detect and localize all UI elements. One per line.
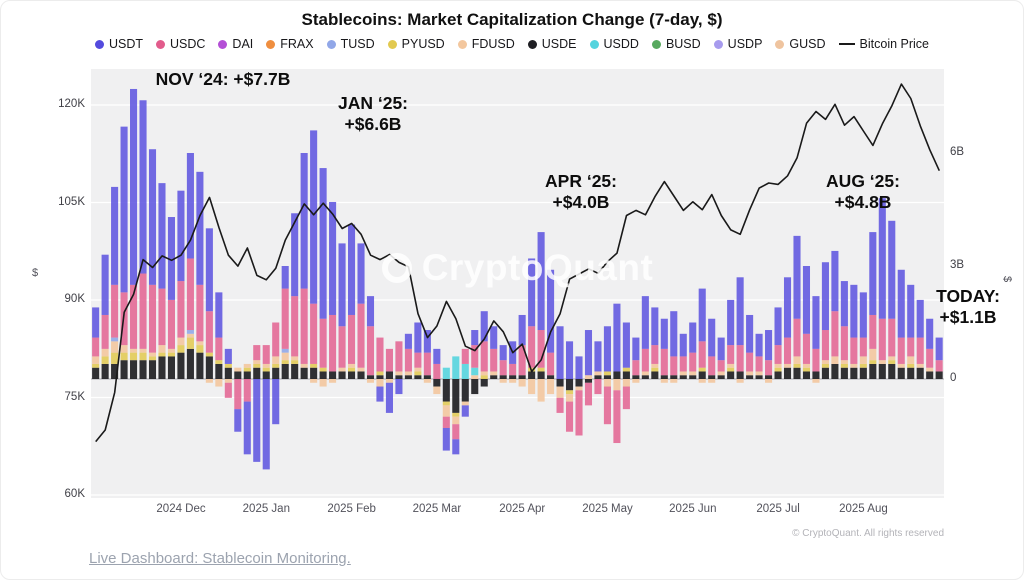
annotation-nov24: NOV ‘24: +$7.7B (156, 69, 291, 90)
x-axis-tick: 2024 Dec (156, 503, 206, 515)
legend-label: USDC (170, 37, 206, 51)
x-axis-tick: 2025 Aug (839, 503, 888, 515)
legend-label: USDT (108, 37, 143, 51)
y-axis-tick-left: 105K (58, 195, 85, 208)
dot-swatch-icon (387, 39, 397, 49)
dot-swatch-icon (218, 39, 228, 49)
legend-label: USDP (727, 37, 763, 51)
annotation-line: AUG ‘25: (826, 171, 900, 191)
x-axis-tick: 2025 Apr (499, 503, 546, 515)
dot-swatch-icon (527, 39, 537, 49)
dot-swatch-icon (156, 39, 165, 49)
y-axis-tick-left: 120K (58, 98, 85, 110)
dot-swatch-icon (651, 39, 661, 49)
dot-swatch-icon (94, 39, 104, 49)
chart-title: Stablecoins: Market Capitalization Chang… (301, 10, 723, 29)
x-axis-tick: 2025 Jul (756, 503, 800, 515)
annotation-line: APR ‘25: (545, 171, 617, 191)
annotation-line: JAN ‘25: (337, 93, 409, 113)
copyright: © CryptoQuant. All rights reserved (792, 528, 944, 539)
x-axis-tick: 2025 Mar (412, 503, 462, 515)
chart-canvas (91, 83, 944, 496)
dot-swatch-icon (266, 39, 276, 49)
live-dashboard-link[interactable]: Live Dashboard: Stablecoin Monitoring. (89, 550, 351, 567)
legend-item-dai[interactable]: DAI (218, 37, 253, 51)
legend-item-usdd[interactable]: USDD (589, 37, 639, 51)
y-axis-tick-left: 60K (64, 488, 85, 500)
annotation-line: +$4.0B (552, 192, 610, 212)
x-axis-tick: 2025 Jan (242, 503, 290, 515)
dot-swatch-icon (775, 39, 785, 49)
annotation-jan25: JAN ‘25: +$6.6B (338, 93, 408, 135)
legend-label: DAI (232, 37, 254, 51)
y-axis-tick-left: 90K (64, 293, 85, 305)
dot-swatch-icon (589, 39, 599, 49)
legend-item-bitcoin-price[interactable]: Bitcoin Price (838, 37, 930, 51)
dot-swatch-icon (713, 39, 723, 49)
legend-label: FDUSD (471, 37, 515, 51)
y-axis-tick-right: 0 (950, 372, 957, 384)
y-axis-tick-right: 6B (950, 146, 965, 158)
dot-swatch-icon (457, 39, 467, 49)
legend-item-tusd[interactable]: TUSD (326, 37, 375, 51)
y-axis-tick-left: 75K (64, 390, 85, 403)
legend-item-usdt[interactable]: USDT (94, 37, 143, 51)
legend-label: TUSD (340, 37, 375, 51)
legend-item-usde[interactable]: USDE (527, 37, 577, 51)
legend-label: USDE (541, 37, 577, 51)
annotation-line: NOV ‘24: +$7.7B (155, 69, 291, 89)
legend-item-frax[interactable]: FRAX (266, 37, 314, 51)
legend-label: Bitcoin Price (859, 37, 930, 51)
annotation-line: +$4.8B (834, 192, 892, 212)
legend-item-fdusd[interactable]: FDUSD (457, 37, 515, 51)
legend-item-gusd[interactable]: GUSD (775, 37, 826, 51)
plot-area: CryptoQuant (91, 69, 944, 498)
annotation-apr25: APR ‘25: +$4.0B (545, 171, 617, 213)
legend-item-pyusd[interactable]: PYUSD (387, 37, 445, 51)
right-axis-title: $ (1001, 275, 1014, 283)
legend-item-usdc[interactable]: USDC (156, 37, 205, 51)
legend-label: BUSD (665, 37, 701, 51)
legend-item-usdp[interactable]: USDP (713, 37, 763, 51)
legend-label: USDD (603, 37, 639, 51)
x-axis-tick: 2025 May (582, 503, 633, 515)
annotation-line: TODAY: (936, 286, 1000, 306)
dot-swatch-icon (326, 39, 336, 49)
y-axis-tick-right: 3B (950, 259, 965, 271)
left-axis-title: $ (32, 267, 39, 279)
annotation-line: +$1.1B (939, 307, 997, 327)
annotation-aug25: AUG ‘25: +$4.8B (826, 171, 900, 213)
legend-label: PYUSD (401, 37, 445, 51)
legend-label: GUSD (789, 37, 826, 51)
line-swatch-icon (838, 43, 855, 45)
legend: USDT USDC DAI FRAX TUSD PYUSD FDUSD USDE USDD BUS… (1, 37, 1023, 51)
x-axis-tick: 2025 Jun (669, 503, 717, 515)
annotation-today: TODAY: +$1.1B (936, 286, 1000, 328)
annotation-line: +$6.6B (344, 114, 402, 134)
legend-item-busd[interactable]: BUSD (651, 37, 701, 51)
legend-label: FRAX (280, 37, 314, 51)
x-axis-tick: 2025 Feb (327, 503, 376, 515)
